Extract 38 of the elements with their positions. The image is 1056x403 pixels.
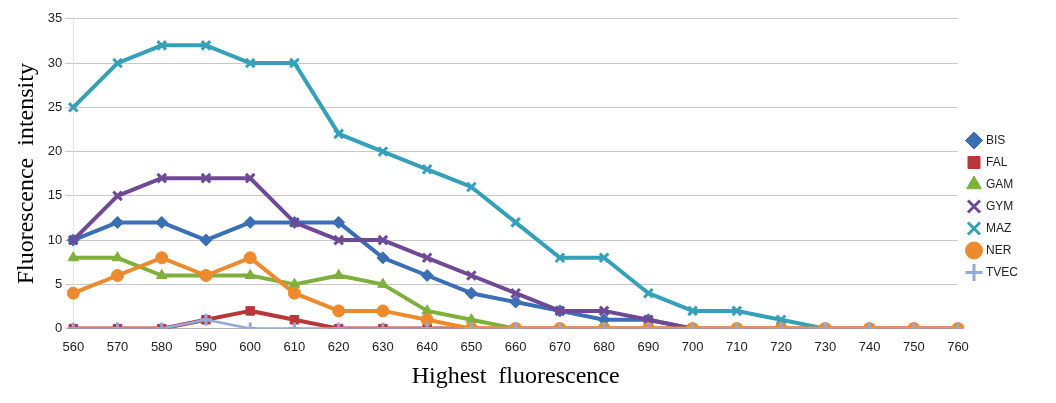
x-tick-label: 570	[106, 338, 129, 354]
x-tick-label: 620	[327, 338, 350, 354]
y-tick-label: 20	[47, 143, 63, 159]
x-tick-label: 630	[372, 338, 394, 354]
x-tick-label: 730	[814, 338, 837, 354]
x-tick-label: 720	[770, 338, 792, 354]
x-axis-title: Highest fluorescence	[411, 361, 620, 388]
x-tick-label: 580	[150, 338, 173, 354]
y-tick-label: 5	[55, 275, 63, 291]
x-tick-label: 760	[947, 338, 969, 354]
x-tick-label: 660	[504, 338, 527, 354]
x-tick-label: 590	[195, 338, 217, 354]
legend-label: NER	[986, 242, 1012, 257]
x-tick-label: 650	[460, 338, 483, 354]
legend-label: GAM	[986, 176, 1014, 191]
legend-label: MAZ	[986, 220, 1012, 235]
x-tick-label: 610	[283, 338, 306, 354]
y-tick-label: 10	[47, 231, 63, 247]
x-tick-label: 690	[637, 338, 660, 354]
x-tick-label: 640	[416, 338, 439, 354]
legend-label: TVEC	[986, 264, 1019, 279]
x-tick-label: 680	[593, 338, 615, 354]
legend-label: GYM	[986, 198, 1014, 213]
x-tick-label: 560	[62, 338, 85, 354]
y-tick-label: 35	[47, 10, 63, 26]
x-tick-label: 670	[549, 338, 571, 354]
x-tick-label: 600	[239, 338, 262, 354]
x-tick-label: 710	[725, 338, 748, 354]
y-axis-title: Fluorescence intensity	[11, 63, 38, 285]
y-tick-label: 0	[55, 320, 63, 336]
y-tick-label: 30	[47, 54, 63, 70]
x-tick-label: 700	[681, 338, 704, 354]
y-tick-label: 25	[47, 98, 63, 114]
y-tick-label: 15	[47, 187, 63, 203]
x-tick-label: 750	[902, 338, 925, 354]
legend-label: BIS	[986, 132, 1006, 147]
x-tick-label: 740	[858, 338, 881, 354]
legend-label: FAL	[986, 154, 1008, 169]
